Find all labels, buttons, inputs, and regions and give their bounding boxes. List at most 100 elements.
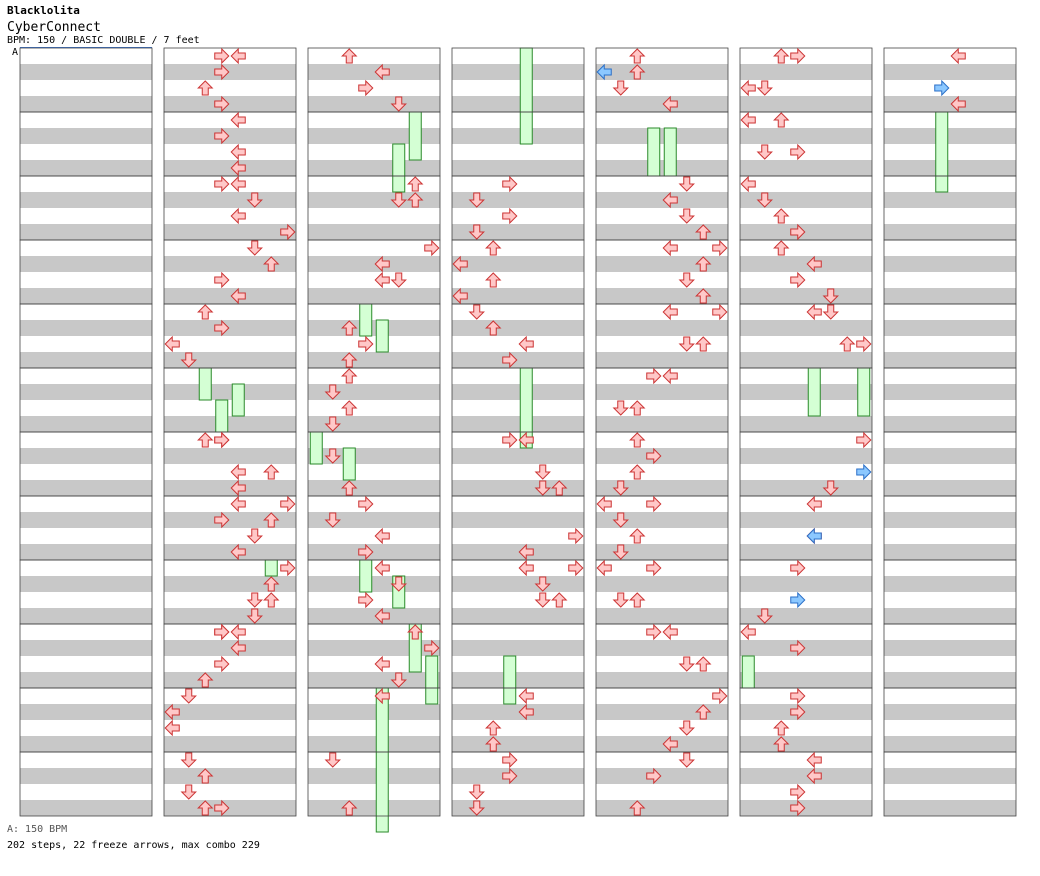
step-arrow-icon <box>164 719 180 737</box>
freeze-arrow <box>663 127 677 177</box>
step-arrow-icon <box>390 272 407 288</box>
freeze-arrow <box>198 367 212 401</box>
step-arrow-icon <box>407 624 424 640</box>
step-arrow-icon <box>324 512 341 528</box>
step-arrow-icon <box>230 463 246 481</box>
beat-stripe <box>740 448 872 464</box>
step-arrow-icon <box>197 672 214 688</box>
step-arrow-icon <box>695 336 712 352</box>
step-arrow-icon <box>678 336 695 352</box>
beat-stripe <box>308 736 440 752</box>
beat-stripe <box>308 544 440 560</box>
beat-stripe <box>20 704 152 720</box>
beat-stripe <box>884 128 1016 144</box>
beat-stripe <box>596 576 728 592</box>
freeze-arrow <box>231 383 245 417</box>
step-arrow-icon <box>374 527 390 545</box>
bpm-info: A: 150 BPM <box>7 824 68 835</box>
step-arrow-icon <box>518 335 534 353</box>
beat-stripe <box>164 128 296 144</box>
beat-stripe <box>884 512 1016 528</box>
beat-stripe <box>452 192 584 208</box>
beat-stripe <box>20 224 152 240</box>
bpm-marker: A <box>12 47 19 58</box>
step-arrow-icon <box>502 351 518 369</box>
beat-stripe <box>596 544 728 560</box>
beat-stripe <box>884 544 1016 560</box>
step-arrow-icon <box>856 431 872 449</box>
step-arrow-icon <box>230 543 246 561</box>
beat-stripe <box>452 352 584 368</box>
beat-stripe <box>596 608 728 624</box>
step-arrow-icon <box>740 111 756 129</box>
step-arrow-icon <box>629 592 646 608</box>
beat-stripe <box>20 672 152 688</box>
step-arrow-icon <box>740 175 756 193</box>
step-arrow-icon <box>662 191 678 209</box>
freeze-arrow <box>807 367 821 417</box>
step-arrow-icon <box>712 687 728 705</box>
beat-stripe <box>884 768 1016 784</box>
step-arrow-icon <box>374 255 390 273</box>
beat-stripe <box>164 160 296 176</box>
beat-stripe <box>20 480 152 496</box>
beat-stripe <box>20 128 152 144</box>
step-arrow-icon <box>790 559 806 577</box>
beat-stripe <box>740 672 872 688</box>
step-arrow-icon <box>246 240 263 256</box>
step-arrow-icon <box>568 527 584 545</box>
step-arrow-icon <box>612 400 629 416</box>
step-arrow-icon <box>390 192 407 208</box>
step-arrow-icon <box>214 799 230 817</box>
beat-stripe <box>596 768 728 784</box>
step-arrow-icon <box>678 272 695 288</box>
step-arrow-icon <box>773 112 790 128</box>
step-arrow-icon <box>180 688 197 704</box>
step-arrow-icon <box>180 352 197 368</box>
beat-stripe <box>164 512 296 528</box>
step-arrow-icon <box>358 495 374 513</box>
beat-stripe <box>884 480 1016 496</box>
step-arrow-icon <box>197 800 214 816</box>
beat-stripe <box>20 576 152 592</box>
step-arrow-icon <box>740 623 756 641</box>
measure-box <box>595 751 729 817</box>
beat-stripe <box>596 128 728 144</box>
step-arrow-icon <box>180 784 197 800</box>
freeze-arrow <box>342 447 356 481</box>
beat-stripe <box>884 640 1016 656</box>
beat-stripe <box>884 448 1016 464</box>
beat-stripe <box>308 640 440 656</box>
step-arrow-icon <box>485 736 502 752</box>
beat-stripe <box>164 608 296 624</box>
beat-stripe <box>20 320 152 336</box>
step-arrow-icon <box>230 47 246 65</box>
step-arrow-icon <box>646 495 662 513</box>
step-arrow-icon <box>534 576 551 592</box>
beat-stripe <box>20 384 152 400</box>
step-arrow-icon <box>374 63 390 81</box>
beat-stripe <box>452 704 584 720</box>
beat-stripe <box>884 64 1016 80</box>
step-arrow-icon <box>534 464 551 480</box>
measure-box <box>163 751 297 817</box>
beat-stripe <box>20 448 152 464</box>
freeze-arrow <box>215 399 229 433</box>
beat-stripe <box>740 576 872 592</box>
beat-stripe <box>164 288 296 304</box>
beat-stripe <box>740 608 872 624</box>
beat-stripe <box>308 352 440 368</box>
step-arrow-icon <box>712 239 728 257</box>
step-arrow-icon <box>790 799 806 817</box>
beat-stripe <box>596 256 728 272</box>
step-arrow-icon <box>374 559 390 577</box>
step-arrow-icon <box>596 559 612 577</box>
step-arrow-icon <box>197 80 214 96</box>
step-arrow-icon <box>839 336 856 352</box>
measure-box <box>451 751 585 817</box>
shock-arrow-icon <box>806 527 822 545</box>
step-arrow-icon <box>712 303 728 321</box>
beat-stripe <box>164 544 296 560</box>
beat-stripe <box>308 480 440 496</box>
beat-stripe <box>740 384 872 400</box>
